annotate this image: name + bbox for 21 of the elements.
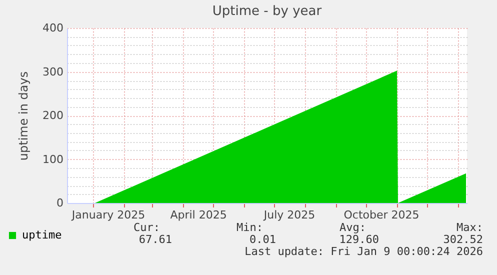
x-tick-label: April 2025 — [170, 208, 227, 222]
y-tick-label: 100 — [42, 152, 64, 166]
text: 302.52 — [443, 233, 483, 246]
text: 67.61 — [138, 233, 172, 246]
text: Cur: — [134, 221, 160, 234]
text: Min: — [236, 221, 263, 234]
x-tick-label: January 2025 — [70, 208, 146, 222]
text: Avg: — [340, 221, 366, 234]
x-tick-label: July 2025 — [262, 208, 316, 222]
text: 129.60 — [339, 233, 379, 246]
chart-title: Uptime - by year — [212, 4, 322, 19]
y-tick-label: 300 — [42, 65, 64, 78]
y-tick-label: 200 — [42, 109, 64, 122]
y-axis-title: uptime in days — [16, 71, 31, 161]
text: Max: — [456, 221, 483, 234]
x-tick-label: October 2025 — [344, 208, 420, 222]
legend-label: uptime — [22, 228, 62, 242]
y-tick-label: 400 — [42, 22, 64, 34]
y-tick-label: 0 — [56, 196, 64, 210]
text: 0.01 — [250, 233, 276, 246]
text: Last update: Fri Jan 9 00:00:24 2026 — [244, 245, 483, 258]
